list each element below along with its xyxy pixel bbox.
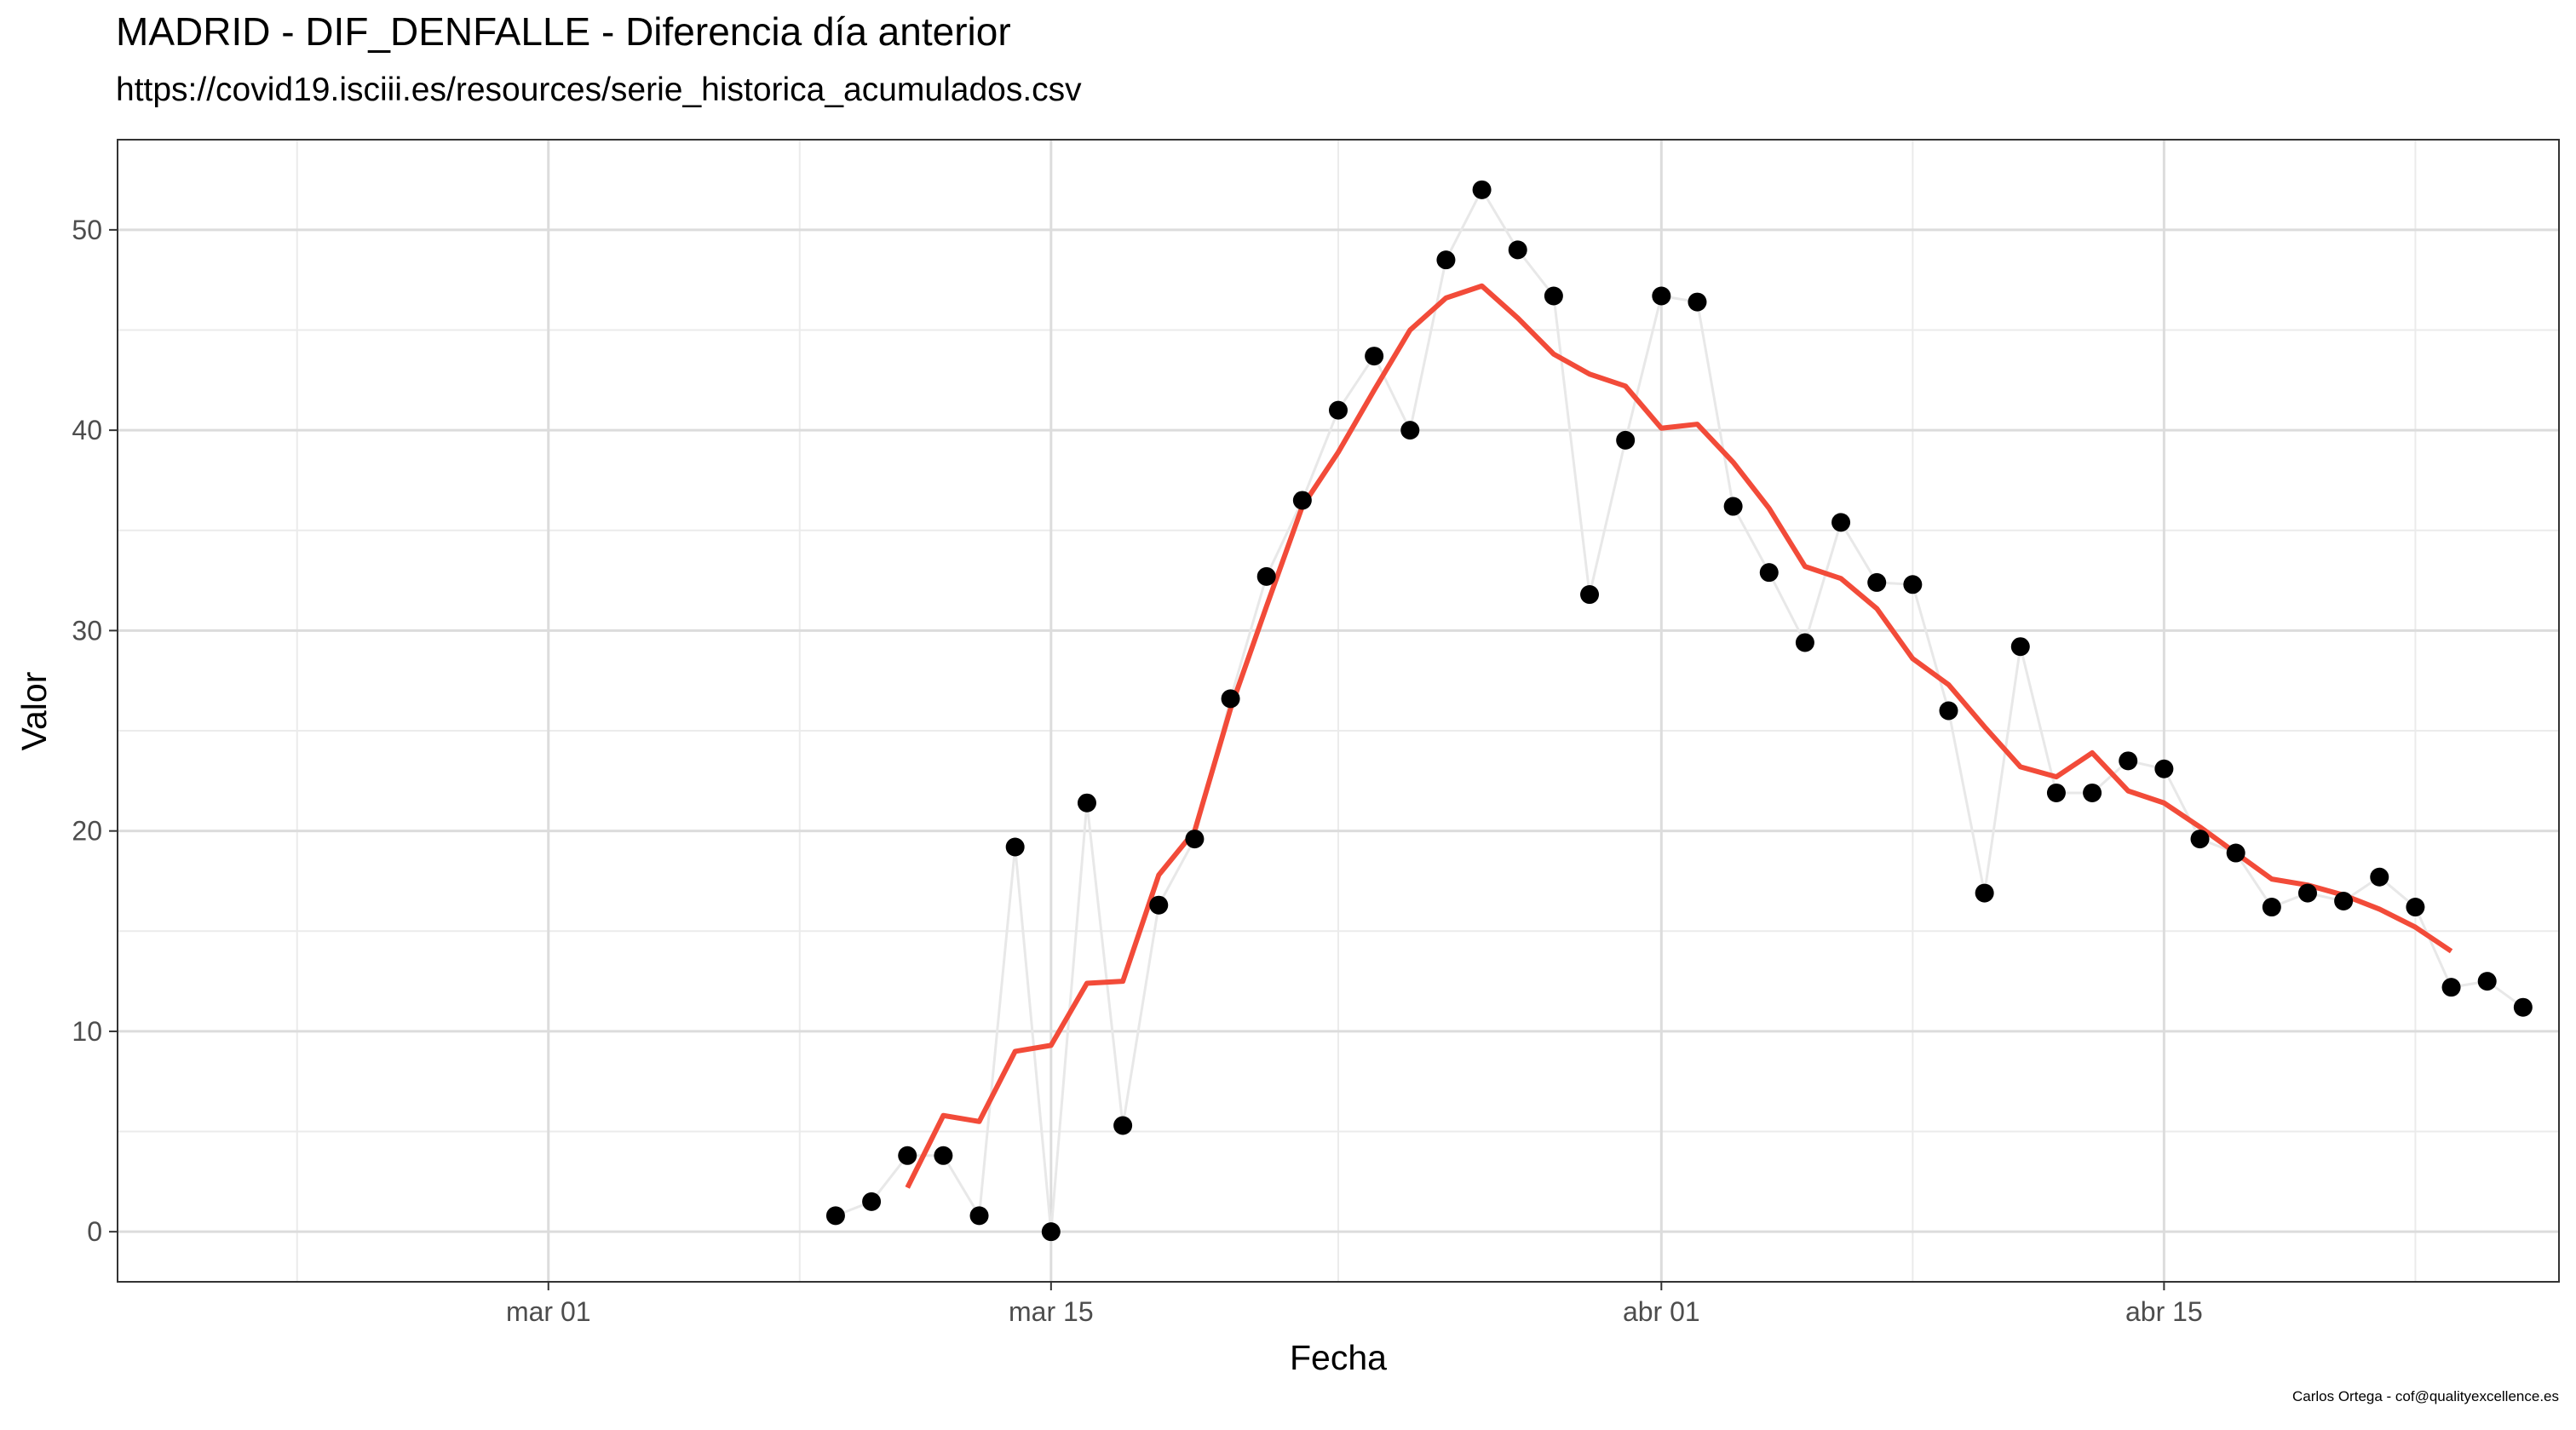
raw-series-points: [825, 180, 2533, 1242]
y-tick-label: 50: [72, 215, 102, 245]
data-point: [2477, 972, 2497, 991]
data-point: [862, 1192, 882, 1211]
data-point: [1688, 292, 1707, 312]
data-point: [1831, 513, 1851, 532]
data-point: [2262, 898, 2281, 917]
data-point: [1365, 347, 1384, 366]
data-point: [898, 1146, 917, 1165]
chart-subtitle: https://covid19.isciii.es/resources/seri…: [116, 72, 1082, 108]
x-tick-label: abr 15: [2125, 1296, 2203, 1327]
data-point: [1723, 497, 1743, 516]
raw-series-path: [835, 187, 2524, 1232]
data-point: [1975, 883, 1994, 903]
y-tick-label: 30: [72, 615, 102, 646]
data-point: [1400, 421, 1420, 440]
x-axis: mar 01 mar 15 abr 01 abr 15: [506, 1282, 2203, 1327]
data-point: [1903, 575, 1923, 594]
data-point: [2046, 783, 2066, 802]
data-point: [1149, 895, 1169, 915]
y-tick-label: 40: [72, 415, 102, 445]
x-tick-label: abr 01: [1623, 1296, 1700, 1327]
data-point: [1508, 240, 1527, 260]
data-point: [1795, 633, 1814, 652]
smoothed-series-path: [905, 283, 2453, 1189]
data-point: [2370, 867, 2389, 887]
data-point: [969, 1206, 989, 1226]
y-axis: 0 10 20 30 40 50: [72, 215, 118, 1247]
data-point: [1005, 837, 1025, 857]
chart-title: MADRID - DIF_DENFALLE - Diferencia día a…: [116, 9, 1011, 54]
y-axis-label: Valor: [14, 672, 54, 751]
plot-border: [117, 139, 2560, 1283]
data-point: [2513, 997, 2533, 1017]
data-point: [1939, 701, 1958, 721]
data-point: [1580, 585, 1600, 605]
data-point: [2190, 830, 2210, 849]
data-point: [1185, 830, 1205, 849]
y-tick-label: 0: [87, 1216, 102, 1247]
data-point: [825, 1206, 845, 1226]
data-point: [1544, 286, 1563, 306]
data-point: [1113, 1116, 1133, 1135]
data-point: [1256, 566, 1276, 586]
data-point: [2154, 759, 2174, 778]
data-point: [2083, 783, 2102, 802]
grid: [118, 140, 2559, 1282]
y-tick-label: 20: [72, 816, 102, 847]
data-point: [1472, 180, 1492, 199]
data-point: [2297, 883, 2317, 903]
data-point: [1436, 250, 1456, 270]
data-point: [2119, 751, 2138, 771]
chart-caption: Carlos Ortega - cof@qualityexcellence.es: [2291, 1388, 2559, 1404]
data-point: [1652, 286, 1671, 306]
data-point: [934, 1146, 953, 1165]
data-point: [2334, 892, 2354, 910]
raw-series-line: [835, 187, 2524, 1232]
data-point: [1329, 400, 1348, 420]
data-point: [1077, 793, 1096, 813]
data-point: [1759, 563, 1779, 583]
x-tick-label: mar 15: [1009, 1296, 1094, 1327]
x-tick-label: mar 01: [506, 1296, 591, 1327]
data-point: [2010, 637, 2030, 657]
data-point: [2441, 978, 2461, 997]
data-point: [1867, 572, 1887, 592]
data-point: [1041, 1222, 1061, 1242]
y-tick-label: 10: [72, 1016, 102, 1047]
x-axis-label: Fecha: [1290, 1338, 1387, 1377]
data-point: [1221, 689, 1240, 709]
smoothed-series-line: [905, 283, 2453, 1189]
data-point: [2226, 843, 2245, 863]
data-point: [1292, 491, 1312, 510]
data-point: [2406, 898, 2425, 917]
data-point: [1616, 430, 1636, 450]
